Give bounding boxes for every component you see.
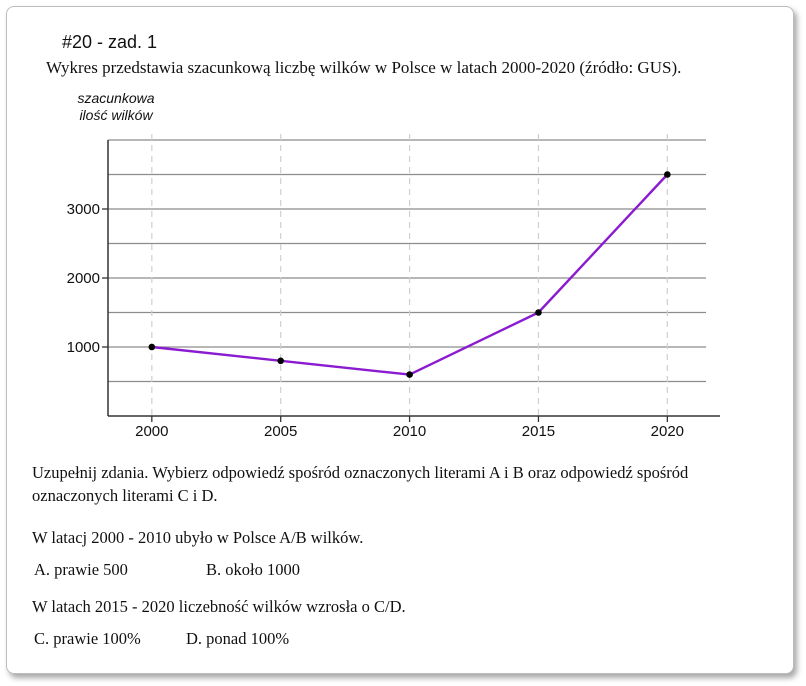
y-axis-label-line1: szacunkowa (77, 90, 155, 106)
y-axis-label-line2: ilość wilków (79, 107, 153, 123)
data-point (148, 343, 156, 351)
task-intro: Wykres przedstawia szacunkową liczbę wil… (46, 58, 682, 77)
data-point (535, 309, 542, 316)
question1-option-a[interactable]: A. prawie 500 (34, 560, 128, 579)
x-tick-label: 2005 (264, 423, 297, 440)
data-point (277, 357, 284, 365)
x-tick-label: 2020 (651, 423, 684, 440)
x-tick-label: 2000 (135, 423, 168, 440)
x-tick-label: 2015 (522, 423, 555, 440)
question2-text: W latach 2015 - 2020 liczebność wilków w… (32, 597, 406, 616)
instructions-line1: Uzupełnij zdania. Wybierz odpowiedź spoś… (32, 463, 689, 482)
x-tick-label: 2010 (393, 423, 426, 440)
question2-option-d[interactable]: D. ponad 100% (186, 629, 290, 648)
y-axis-label: szacunkowa ilość wilków (64, 90, 168, 124)
y-tick-label: 3000 (67, 201, 100, 218)
task-number: #20 - zad. 1 (62, 32, 158, 52)
task-card (6, 6, 794, 674)
instructions-line2: oznaczonych literami C i D. (32, 486, 218, 505)
wolf-count-chart: 1000 2000 3000 2000 2005 2010 2015 2020 (67, 134, 720, 440)
question2-option-c[interactable]: C. prawie 100% (34, 629, 141, 648)
data-point (406, 371, 413, 378)
question1-option-b[interactable]: B. około 1000 (206, 560, 300, 579)
data-point (664, 171, 671, 178)
question1-text: W latacj 2000 - 2010 ubyło w Polsce A/B … (32, 528, 364, 547)
y-tick-label: 1000 (67, 339, 100, 356)
y-tick-label: 2000 (67, 270, 100, 287)
